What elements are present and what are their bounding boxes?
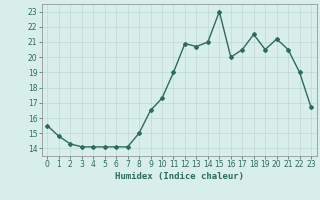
X-axis label: Humidex (Indice chaleur): Humidex (Indice chaleur) (115, 172, 244, 181)
